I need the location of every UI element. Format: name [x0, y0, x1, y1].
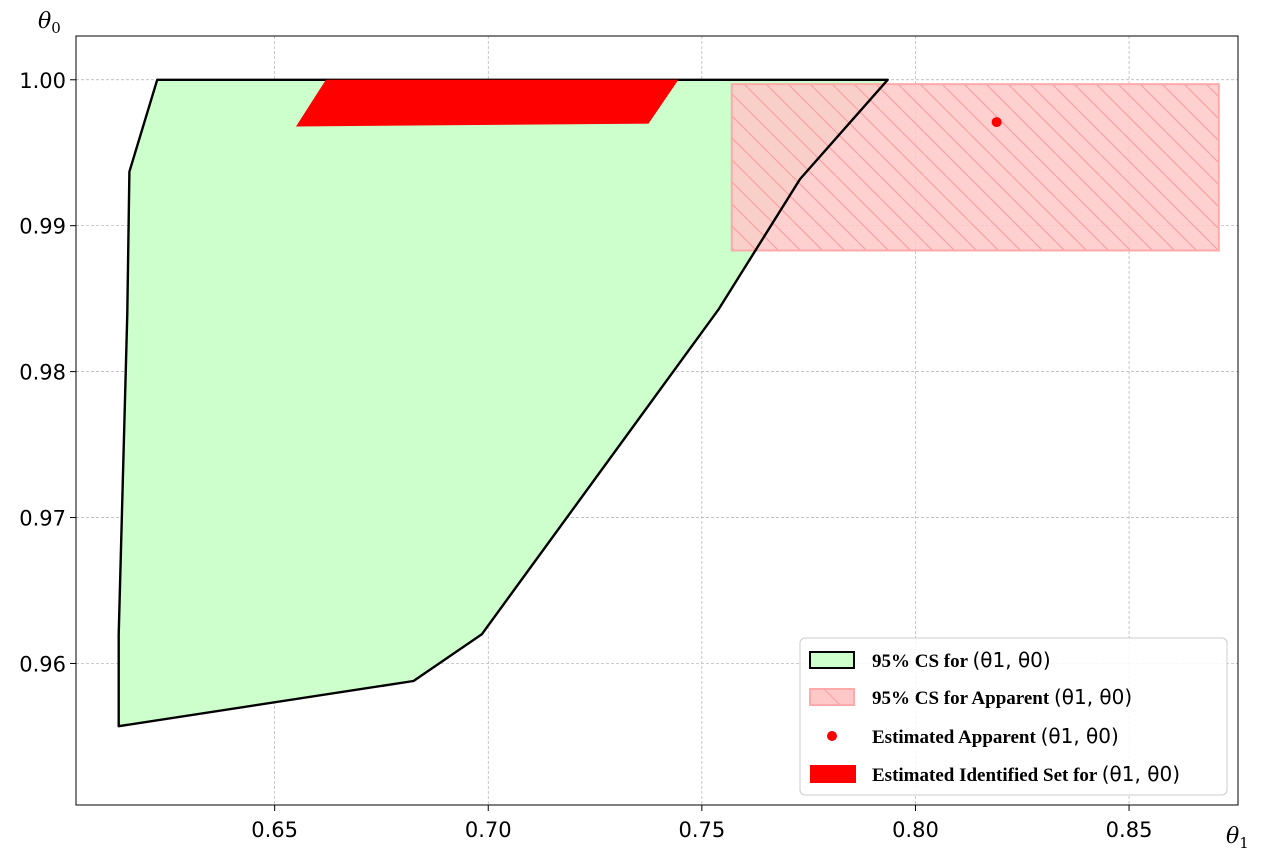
legend: 95% CS for (θ1, θ0) 95% CS for Apparent (…: [799, 637, 1228, 796]
y-tick-label: 0.99: [19, 215, 66, 239]
cs-region-fill: [118, 79, 888, 727]
y-tick-label: 0.96: [19, 652, 66, 676]
legend-95-cs-for-math: (θ1, θ0): [972, 648, 1050, 672]
x-tick-label: 0.85: [1106, 818, 1153, 842]
y-tick-label: 0.98: [19, 361, 66, 385]
x-axis-label: θ1: [1226, 824, 1249, 852]
legend-95-cs-for-label: 95% CS for (θ1, θ0): [872, 648, 1051, 672]
identified-set-region: [296, 79, 679, 127]
legend-95-cs-for-apparent-label: 95% CS for Apparent (θ1, θ0): [872, 685, 1132, 709]
legend-95-cs-for-swatch: [809, 651, 855, 669]
plot-area: [117, 78, 1220, 728]
legend-95-cs-for-apparent-swatch-hatch: [823, 688, 841, 706]
legend-estimated-identified-set-for-swatch: [810, 765, 856, 783]
y-tick-label: 0.97: [19, 507, 66, 531]
legend-estimated-identified-set-for-math: (θ1, θ0): [1102, 762, 1180, 786]
x-tick-label: 0.70: [465, 818, 512, 842]
x-tick-label: 0.80: [892, 818, 939, 842]
axis-ticks: 0.65 0.70 0.75 0.80 0.85 0.96 0.97 0.98 0.99 1.00: [19, 69, 1152, 842]
apparent-cs-hatch: [730, 83, 1220, 252]
x-tick-label: 0.75: [678, 818, 725, 842]
legend-box: [799, 637, 1228, 796]
estimated-apparent-point: [991, 117, 1002, 128]
legend-estimated-apparent-math: (θ1, θ0): [1041, 724, 1119, 748]
cs-region-outline: [117, 78, 889, 728]
legend-95-cs-for-apparent-math: (θ1, θ0): [1054, 685, 1132, 709]
legend-estimated-apparent-label: Estimated Apparent (θ1, θ0): [872, 724, 1119, 748]
x-tick-label: 0.65: [251, 818, 298, 842]
y-axis-label: θ0: [38, 9, 61, 37]
legend-estimated-apparent-swatch: [827, 731, 837, 741]
y-tick-label: 1.00: [19, 69, 66, 93]
plot-frame: [75, 35, 1239, 806]
legend-estimated-identified-set-for-label: Estimated Identified Set for (θ1, θ0): [872, 762, 1180, 786]
